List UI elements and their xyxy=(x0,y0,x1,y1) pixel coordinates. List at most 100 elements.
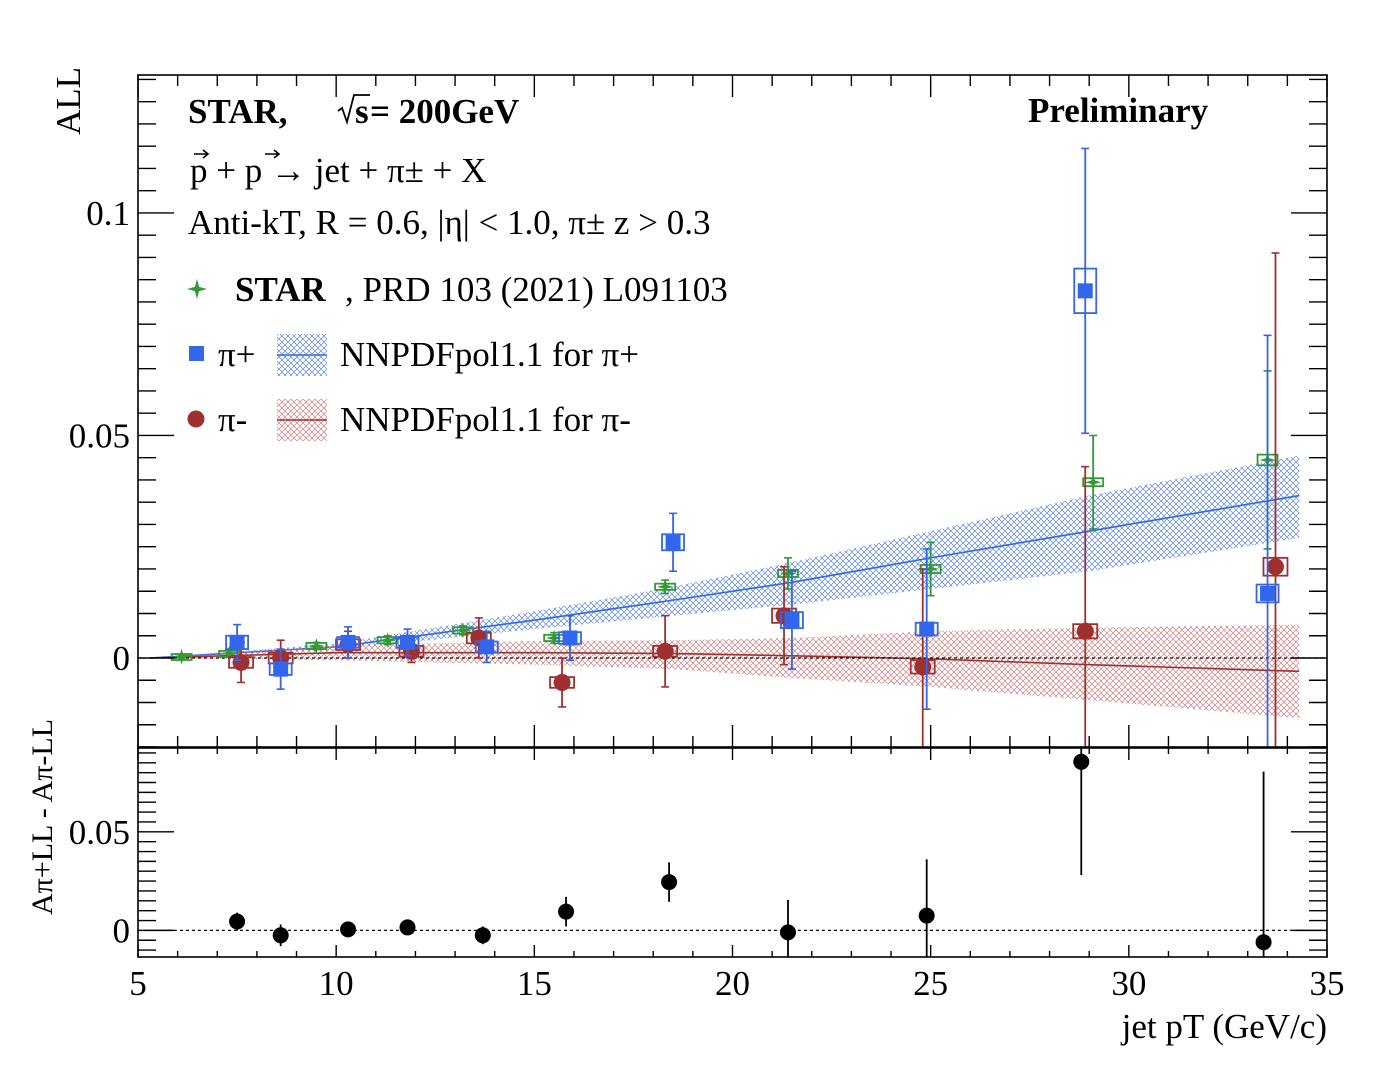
difference-marker xyxy=(918,907,935,924)
star-published-marker xyxy=(779,565,796,582)
pi-minus-point xyxy=(549,657,575,708)
legend-pi-minus: π- xyxy=(218,400,247,439)
pi-minus-marker xyxy=(1266,558,1284,576)
legend-pi-plus-marker xyxy=(189,346,204,361)
difference-point xyxy=(399,919,416,936)
difference-marker xyxy=(229,913,246,930)
bottom-y-axis-title: Aπ+LL - Aπ-LL xyxy=(26,719,59,915)
pi-plus-sys-box xyxy=(1255,583,1280,604)
pi-plus-marker xyxy=(1260,585,1276,601)
cuts-label: Anti-kT, R = 0.6, |η| < 1.0, π± z > 0.3 xyxy=(188,203,710,242)
pi-plus-point xyxy=(1255,334,1280,747)
pi-plus-point xyxy=(1073,147,1098,435)
x-tick-label: 10 xyxy=(319,964,354,1003)
star-published-marker xyxy=(379,632,396,649)
pi-plus-point xyxy=(914,548,939,710)
pi-minus-point xyxy=(652,614,679,688)
difference-marker xyxy=(661,874,678,891)
pi-plus-marker xyxy=(479,639,495,655)
difference-marker xyxy=(1073,753,1090,770)
star-published-marker xyxy=(657,578,674,595)
pi-plus-marker xyxy=(273,661,289,677)
arrow-icon xyxy=(265,149,281,159)
pi-minus-sys-box xyxy=(1262,556,1289,577)
pi-plus-sys-box xyxy=(780,611,804,630)
pi-minus-marker xyxy=(914,658,932,676)
pi-plus-point xyxy=(661,512,685,573)
difference-point xyxy=(779,899,796,957)
reaction-label: p + p → jet + π± + X xyxy=(190,151,486,190)
theory-line-pi-minus xyxy=(149,651,1300,673)
legend-star-marker xyxy=(187,279,207,299)
experiment-label: STAR, xyxy=(188,92,288,131)
star-published-marker xyxy=(1085,474,1102,491)
star-published-marker xyxy=(173,648,190,665)
top-y-axis-title: ALL xyxy=(49,67,88,135)
x-tick-label: 5 xyxy=(129,964,147,1003)
difference-point xyxy=(661,862,678,902)
star-published-point xyxy=(305,637,328,654)
difference-marker xyxy=(558,903,575,920)
difference-marker xyxy=(779,924,796,941)
difference-marker xyxy=(272,927,289,944)
bottom-y-tick-label: 0.05 xyxy=(69,813,130,852)
bottom-frame xyxy=(137,747,1328,958)
star-published-marker xyxy=(546,629,563,646)
pi-plus-point xyxy=(395,628,420,657)
star-published-point xyxy=(170,648,193,665)
pi-plus-marker xyxy=(340,634,356,650)
x-tick-label: 35 xyxy=(1310,964,1345,1003)
top-y-tick-label: 0 xyxy=(113,639,131,678)
pi-plus-marker xyxy=(562,630,578,646)
pi-minus-marker xyxy=(553,673,571,691)
legend-nnpdf-plus: NNPDFpol1.1 for π+ xyxy=(340,335,639,374)
bottom-panel xyxy=(137,747,1328,958)
pi-plus-marker xyxy=(784,612,800,628)
pi-plus-point xyxy=(268,648,293,690)
star-published-point xyxy=(1082,434,1105,530)
legend-star-ref: , PRD 103 (2021) L091103 xyxy=(345,270,728,309)
pi-plus-marker xyxy=(229,634,245,650)
star-published-marker xyxy=(308,637,325,654)
preliminary-label: Preliminary xyxy=(1028,91,1209,130)
difference-point xyxy=(272,924,289,947)
pi-minus-marker xyxy=(232,653,250,671)
x-tick-label: 25 xyxy=(913,964,948,1003)
difference-point xyxy=(1073,748,1090,876)
pi-plus-point xyxy=(780,570,804,670)
arrow-icon xyxy=(194,149,210,159)
difference-marker xyxy=(1255,934,1272,951)
pi-plus-point xyxy=(474,630,499,664)
pi-plus-marker xyxy=(400,634,416,650)
sqrt-icon xyxy=(337,94,370,126)
difference-point xyxy=(1255,771,1272,957)
pi-minus-point xyxy=(1072,465,1099,747)
energy-label: = 200GeV xyxy=(370,92,519,131)
legend-star-bold: STAR xyxy=(235,270,326,309)
difference-point xyxy=(918,859,935,957)
pi-minus-marker xyxy=(1076,622,1094,640)
star-published-marker xyxy=(922,560,939,577)
difference-marker xyxy=(340,921,357,938)
x-tick-label: 15 xyxy=(517,964,552,1003)
pi-plus-point xyxy=(336,626,360,659)
bottom-y-tick-label: 0 xyxy=(113,911,131,950)
theory-band-pi-minus xyxy=(149,624,1300,719)
legend: STAR , PRD 103 (2021) L091103 π+ NNPDFpo… xyxy=(187,270,728,441)
pi-plus-marker xyxy=(665,534,681,550)
x-tick-label: 30 xyxy=(1111,964,1146,1003)
legend-pi-minus-marker xyxy=(187,410,205,428)
difference-point xyxy=(340,921,357,938)
star-published-point xyxy=(654,578,677,595)
pi-plus-marker xyxy=(919,621,935,637)
theory-band-pi-plus xyxy=(149,455,1300,658)
star-published-point xyxy=(376,632,399,649)
top-y-tick-label: 0.1 xyxy=(86,194,130,233)
difference-point xyxy=(474,926,491,945)
difference-marker xyxy=(474,927,491,944)
pi-plus-marker xyxy=(1077,283,1093,299)
sqrt-s-label: s xyxy=(355,92,369,131)
x-tick-label: 20 xyxy=(715,964,750,1003)
star-published-marker xyxy=(454,622,471,639)
